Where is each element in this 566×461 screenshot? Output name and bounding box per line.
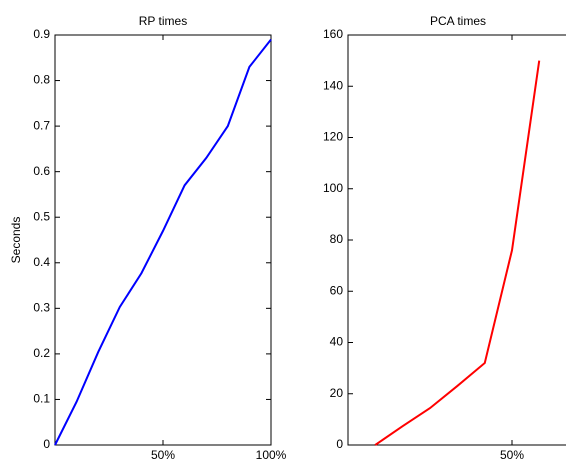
y-tick-label: 0.6 [33,164,50,178]
data-line [374,60,541,446]
y-tick-label: 0 [336,437,343,451]
y-tick-label: 0.3 [33,301,50,315]
y-tick-label: 20 [330,386,344,400]
y-tick-label: 0.9 [33,27,50,41]
y-tick-label: 40 [330,335,344,349]
y-axis-label: Seconds [9,217,23,264]
y-tick-label: 0.5 [33,209,50,223]
y-tick-label: 60 [330,283,344,297]
y-tick-label: 0.1 [33,392,50,406]
y-tick-label: 0.8 [33,73,50,87]
y-tick-label: 0.4 [33,255,50,269]
x-tick-label: 50% [500,448,524,461]
y-tick-label: 120 [323,130,343,144]
y-tick-label: 80 [330,232,344,246]
plot-area [54,34,272,446]
plot-area [347,34,566,446]
y-tick-label: 100 [323,181,343,195]
chart-title: RP times [139,14,187,28]
chart-title: PCA times [430,14,486,28]
x-tick-label: 50% [151,448,175,461]
data-line [54,38,272,446]
y-tick-label: 160 [323,27,343,41]
y-tick-label: 0.2 [33,346,50,360]
y-tick-label: 0.7 [33,118,50,132]
y-tick-label: 0 [43,437,50,451]
x-tick-label: 100% [256,448,287,461]
y-tick-label: 140 [323,78,343,92]
